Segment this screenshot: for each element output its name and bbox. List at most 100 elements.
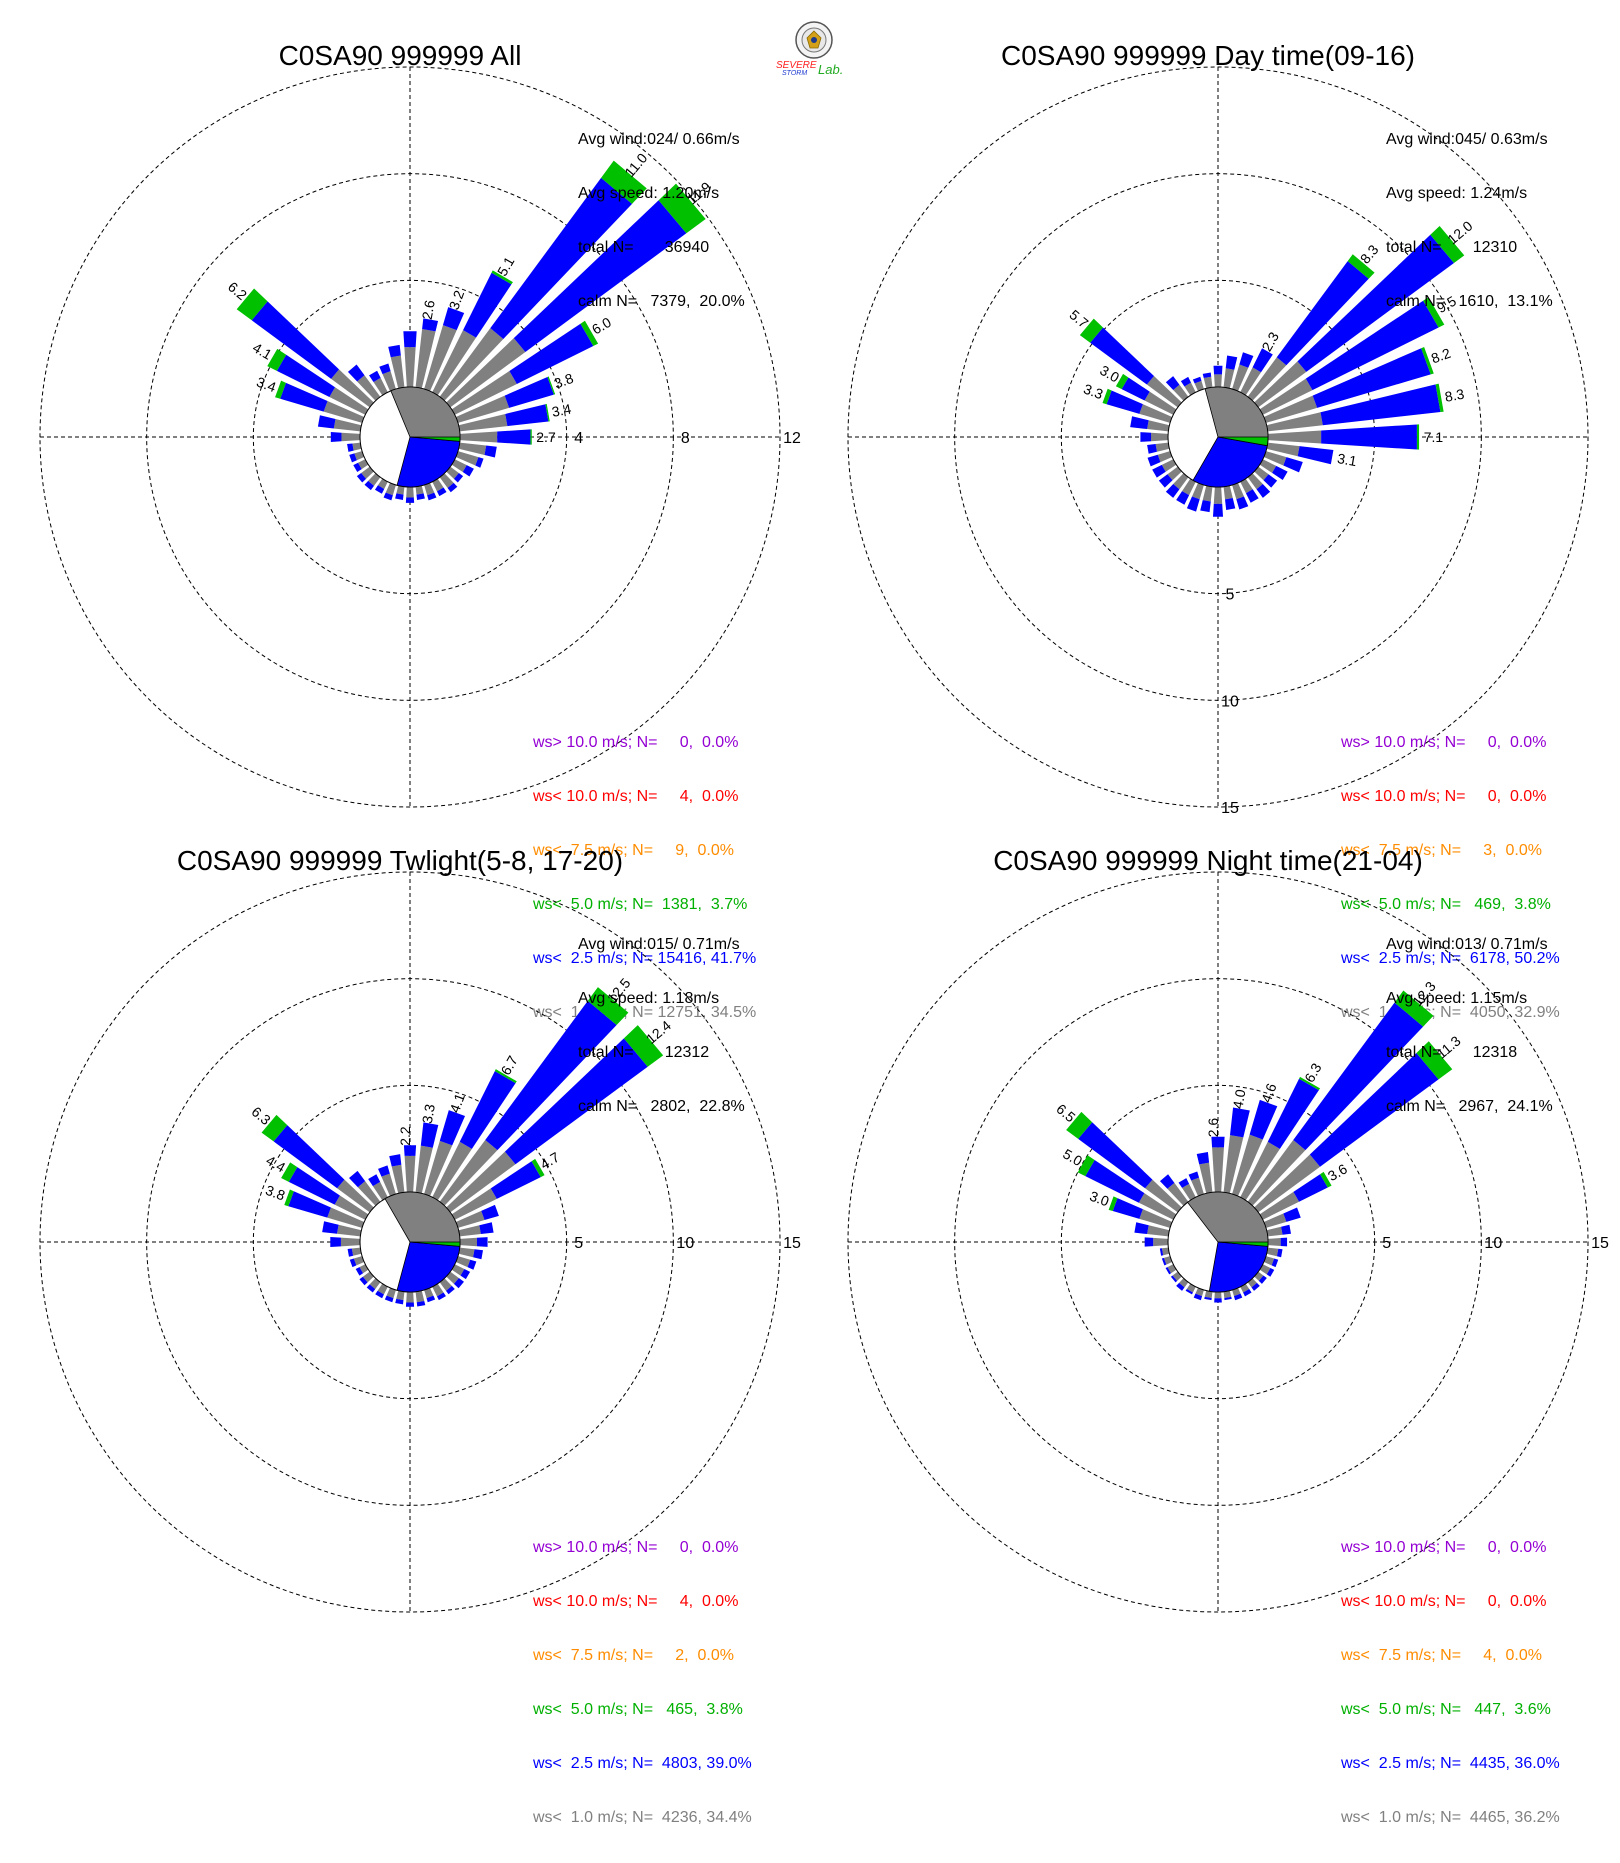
- bar-green-60: [531, 1158, 545, 1178]
- bar-gray-320: [1173, 384, 1189, 401]
- bar-gray-260: [352, 442, 362, 451]
- ring-label: 15: [783, 1235, 801, 1252]
- bar-green-290: [284, 1189, 294, 1207]
- bar-blue-330: [1180, 376, 1192, 387]
- bar-blue-350: [1196, 1152, 1210, 1165]
- bar-blue-40: [1276, 261, 1369, 366]
- bar-blue-200: [1186, 496, 1200, 512]
- bar-blue-110: [1271, 1258, 1279, 1268]
- bar-gray-240: [358, 459, 369, 470]
- bar-gray-20: [424, 325, 457, 392]
- bar-gray-110: [1263, 1256, 1275, 1266]
- bar-gray-220: [368, 473, 381, 486]
- bar-green-70: [547, 376, 556, 395]
- bar-value-label: 3.0: [1088, 1188, 1112, 1210]
- bar-blue-110: [467, 1259, 477, 1270]
- bar-gray-300: [334, 1195, 369, 1220]
- bar-gray-60: [1259, 1191, 1300, 1220]
- bar-blue-340: [378, 1165, 390, 1177]
- bar-gray-250: [353, 1256, 365, 1266]
- bar-gray-80: [1266, 1226, 1283, 1237]
- bar-value-label: 2.6: [419, 299, 438, 321]
- bar-gray-150: [1240, 478, 1253, 494]
- bar-gray-90: [1267, 1238, 1281, 1246]
- bar-gray-240: [1161, 459, 1177, 472]
- legend-ws-lt-10: ws< 10.0 m/s; N= 4, 0.0%: [533, 788, 739, 805]
- ring-5: [252, 1084, 568, 1400]
- bar-gray-270: [1153, 1237, 1169, 1247]
- bar-blue-120: [1266, 1268, 1275, 1277]
- bar-blue-50: [1297, 234, 1454, 372]
- stat-avg-wind: Avg wind:015/ 0.71m/s: [578, 936, 740, 953]
- bar-blue-70: [504, 376, 554, 408]
- bar-gray-40: [439, 1139, 498, 1206]
- bar-value-label: 3.4: [550, 401, 572, 420]
- legend-ws-lt-2-5: ws< 2.5 m/s; N= 4435, 36.0%: [1341, 1755, 1560, 1772]
- bar-gray-100: [458, 442, 487, 456]
- bar-blue-130: [453, 473, 464, 483]
- bar-blue-90: [1321, 424, 1417, 450]
- bar-blue-270: [1144, 1237, 1154, 1247]
- bar-blue-20: [442, 307, 465, 331]
- bar-gray-70: [455, 1210, 485, 1228]
- panel-title: C0SA90 999999 All: [278, 40, 522, 71]
- bar-gray-280: [1147, 1225, 1170, 1237]
- bar-green-300: [1115, 373, 1129, 390]
- bar-gray-80: [458, 413, 508, 432]
- bar-blue-50: [1309, 1053, 1439, 1167]
- stat-calm-n: calm N= 2967, 24.1%: [1386, 1098, 1553, 1115]
- bar-gray-160: [424, 482, 435, 496]
- bar-blue-290: [288, 1191, 331, 1218]
- bar-blue-300: [1121, 377, 1150, 401]
- stats-block: Avg wind:015/ 0.71m/s Avg speed: 1.18m/s…: [578, 900, 745, 1152]
- bar-gray-170: [415, 485, 424, 495]
- logo-line3: Lab.: [818, 62, 844, 77]
- bar-gray-260: [351, 1247, 362, 1256]
- ring-label: 10: [1221, 693, 1239, 710]
- bar-green-40: [1347, 254, 1375, 279]
- bar-value-label: 3.6: [1325, 1160, 1350, 1184]
- bar-green-310: [1079, 318, 1104, 343]
- legend-ws-lt-10: ws< 10.0 m/s; N= 4, 0.0%: [533, 1593, 739, 1610]
- bar-gray-130: [446, 466, 459, 479]
- bar-blue-80: [1320, 384, 1441, 426]
- bar-blue-190: [1200, 500, 1211, 513]
- bar-gray-200: [385, 482, 396, 496]
- bar-gray-180: [406, 1291, 414, 1303]
- bar-gray-180: [1213, 486, 1223, 504]
- bar-blue-270: [330, 1236, 341, 1248]
- legend-ws-lt-10: ws< 10.0 m/s; N= 0, 0.0%: [1341, 788, 1547, 805]
- legend-ws-lt-7-5: ws< 7.5 m/s; N= 9, 0.0%: [533, 842, 734, 859]
- bar-gray-190: [1202, 485, 1213, 502]
- bar-value-label: 3.1: [1336, 450, 1358, 469]
- panel-title: C0SA90 999999 Day time(09-16): [1000, 40, 1416, 71]
- bar-gray-310: [331, 369, 374, 408]
- bar-blue-60: [490, 1161, 541, 1199]
- calm-pie-blue: [1192, 436, 1268, 488]
- bar-gray-170: [1223, 1290, 1232, 1299]
- bar-blue-90: [476, 1237, 488, 1247]
- bar-gray-150: [432, 1283, 444, 1297]
- stat-avg-speed: Avg speed: 1.20m/s: [578, 185, 720, 202]
- bar-gray-350: [391, 1164, 405, 1194]
- bar-gray-230: [361, 466, 374, 479]
- bar-gray-160: [1232, 482, 1244, 500]
- bar-value-label: 3.4: [254, 374, 278, 396]
- bar-blue-100: [1276, 1248, 1283, 1258]
- bar-gray-100: [1266, 442, 1300, 457]
- bar-gray-110: [1263, 451, 1287, 466]
- bar-gray-210: [377, 478, 388, 489]
- bar-blue-110: [475, 457, 484, 468]
- bar-blue-220: [366, 1284, 376, 1293]
- bar-green-300: [267, 348, 287, 371]
- bar-value-label: 4.7: [537, 1149, 562, 1173]
- bar-blue-60: [1305, 300, 1439, 391]
- bar-blue-90: [1280, 1237, 1288, 1247]
- bar-gray-100: [1266, 1247, 1279, 1257]
- legend-ws-lt-1: ws< 1.0 m/s; N= 12751, 34.5%: [533, 1004, 757, 1021]
- stats-block: Avg wind:013/ 0.71m/s Avg speed: 1.15m/s…: [1386, 900, 1553, 1152]
- bar-blue-20: [439, 1110, 466, 1146]
- bar-gray-320: [1167, 1182, 1189, 1206]
- bar-gray-90: [459, 431, 498, 443]
